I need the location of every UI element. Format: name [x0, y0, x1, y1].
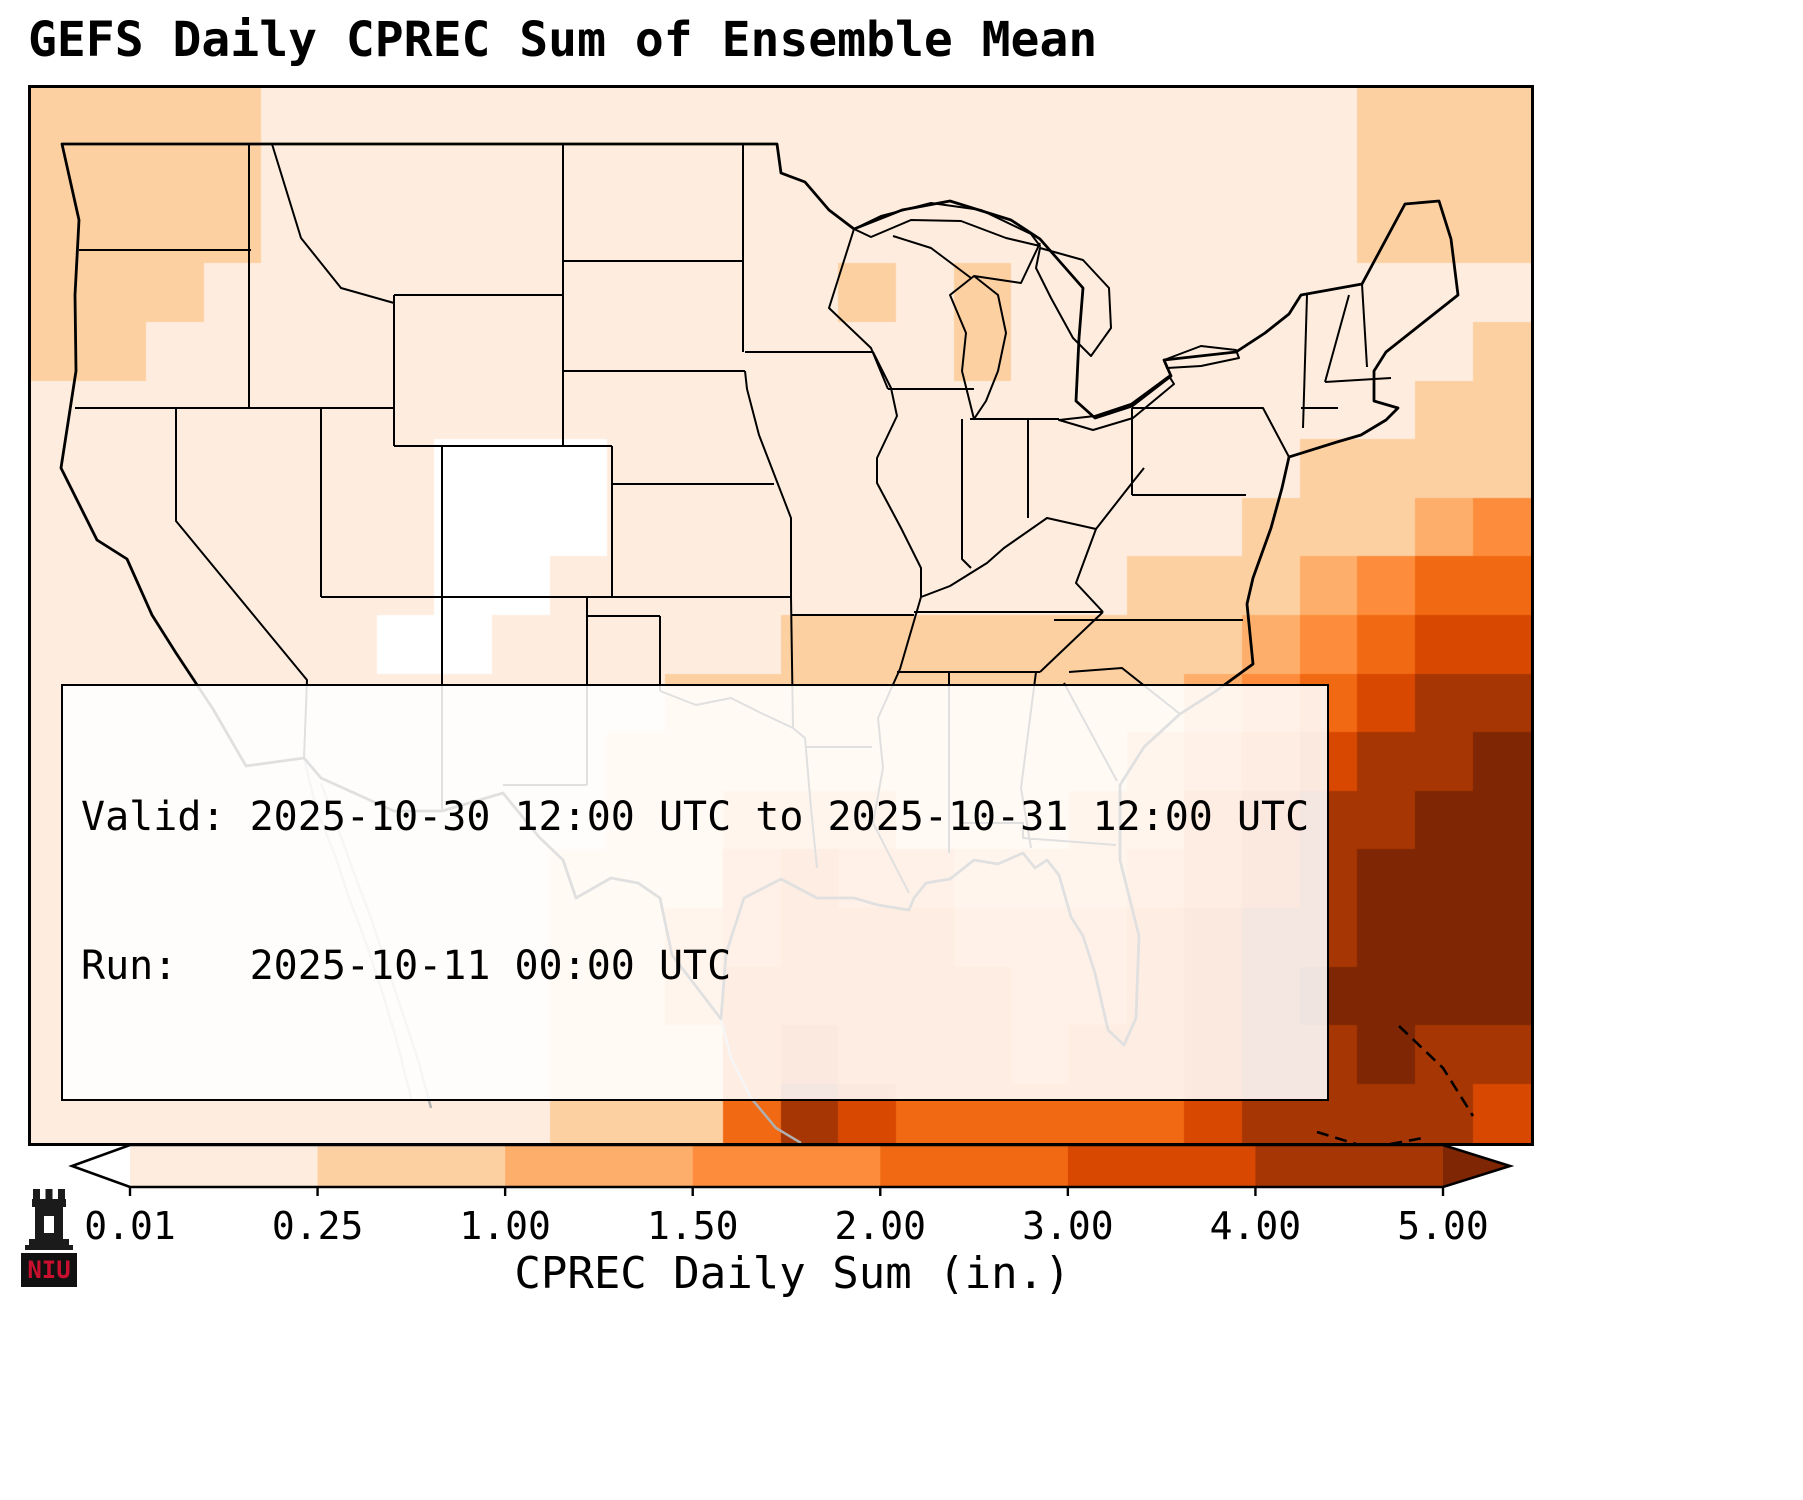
- colorbar-segment: [130, 1145, 319, 1187]
- niu-castle-icon: NIU: [21, 1189, 77, 1287]
- niu-logo: NIU: [20, 1185, 78, 1291]
- great-lakes-outline: [853, 202, 1240, 431]
- colorbar-tick-label: 5.00: [1397, 1204, 1489, 1248]
- colorbar-tick-label: 1.00: [459, 1204, 551, 1248]
- colorbar-segment: [880, 1145, 1069, 1187]
- colorbar: 0.01 0.25 1.00 1.50 2.00 3.00 4.00 5.00: [68, 1143, 1515, 1248]
- contour-dashes: [1316, 1025, 1475, 1143]
- valid-range-text: Valid: 2025-10-30 12:00 UTC to 2025-10-3…: [81, 794, 1310, 841]
- colorbar-segment: [317, 1145, 507, 1187]
- colorbar-segment: [1067, 1145, 1257, 1187]
- colorbar-under-arrow: [72, 1145, 130, 1187]
- colorbar-segment: [692, 1145, 882, 1187]
- run-time-text: Run: 2025-10-11 00:00 UTC: [81, 943, 732, 990]
- colorbar-tick-label: 2.00: [835, 1204, 927, 1248]
- colorbar-tick-label: 3.00: [1022, 1204, 1114, 1248]
- colorbar-segment: [505, 1145, 694, 1187]
- niu-logo-text: NIU: [27, 1256, 70, 1284]
- colorbar-segment: [1255, 1145, 1444, 1187]
- colorbar-over-arrow: [1443, 1145, 1510, 1187]
- colorbar-tick-label: 0.01: [84, 1204, 176, 1248]
- colorbar-tick-label: 0.25: [272, 1204, 364, 1248]
- colorbar-tick-label: 1.50: [647, 1204, 739, 1248]
- colorbar-tick-label: 4.00: [1210, 1204, 1302, 1248]
- validity-info-box: Valid: 2025-10-30 12:00 UTC to 2025-10-3…: [61, 684, 1330, 1101]
- map-panel: Valid: 2025-10-30 12:00 UTC to 2025-10-3…: [28, 85, 1534, 1146]
- page-title: GEFS Daily CPREC Sum of Ensemble Mean: [28, 12, 1098, 68]
- colorbar-label: CPREC Daily Sum (in.): [514, 1248, 1071, 1299]
